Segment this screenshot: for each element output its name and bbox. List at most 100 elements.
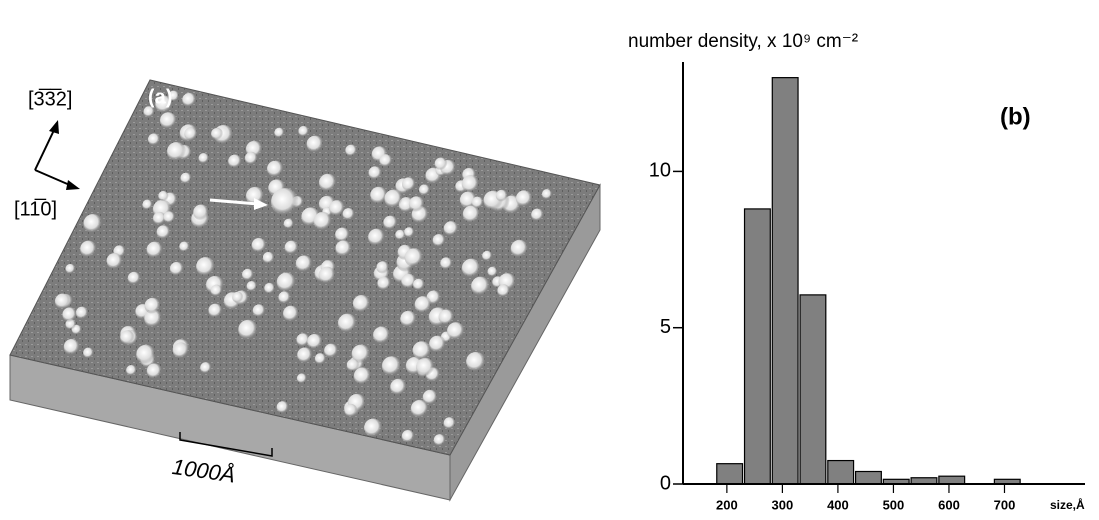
island	[487, 266, 498, 277]
island	[208, 303, 223, 318]
island	[238, 319, 259, 340]
panel-label: (b)	[1000, 103, 1031, 130]
x-tick-label: 500	[883, 497, 905, 512]
island	[443, 221, 459, 237]
island	[395, 229, 406, 241]
island	[196, 257, 216, 277]
island	[377, 276, 392, 291]
island	[296, 333, 310, 347]
x-tick-label: 700	[994, 497, 1016, 512]
island	[432, 233, 446, 247]
island	[461, 175, 480, 193]
island	[438, 309, 455, 326]
island	[198, 153, 210, 164]
island	[169, 261, 184, 276]
y-tick-label: 10	[649, 160, 671, 182]
island	[282, 305, 300, 322]
island	[241, 268, 254, 281]
arrow-head	[66, 180, 80, 190]
island	[246, 280, 258, 292]
stm-image: (a) [3̅3̅2] [11̅0] 1000Å	[9, 79, 601, 502]
island	[210, 284, 223, 297]
island	[497, 284, 511, 298]
island	[541, 188, 553, 200]
island	[383, 215, 398, 230]
x-axis-label: size,Å	[1050, 497, 1085, 512]
scale-bar	[179, 432, 273, 457]
island	[83, 347, 94, 359]
island	[429, 335, 447, 353]
island	[306, 135, 324, 153]
island	[142, 199, 153, 210]
island	[83, 213, 103, 234]
island	[381, 356, 402, 377]
island	[342, 207, 355, 221]
island	[401, 177, 416, 192]
island	[337, 313, 358, 333]
island	[471, 196, 484, 209]
direction-label: [11̅0]	[14, 197, 57, 220]
island	[440, 257, 453, 270]
islands	[54, 90, 553, 447]
island	[466, 351, 486, 372]
island	[307, 333, 323, 350]
island	[136, 344, 156, 365]
island	[434, 157, 448, 171]
island	[179, 241, 190, 253]
island	[344, 403, 358, 418]
island	[266, 160, 284, 178]
island	[232, 291, 244, 304]
bar	[799, 294, 827, 485]
island	[352, 294, 371, 313]
x-tick-label: 600	[938, 497, 960, 512]
island	[297, 347, 313, 364]
island	[158, 190, 169, 202]
island	[278, 291, 291, 304]
island	[324, 343, 339, 358]
island	[296, 373, 308, 384]
island	[376, 261, 390, 274]
island	[351, 344, 371, 364]
island	[62, 307, 78, 323]
island	[251, 237, 267, 253]
island	[368, 228, 386, 246]
island	[482, 250, 493, 262]
island	[147, 133, 161, 146]
y-tick-label: 0	[660, 472, 671, 494]
island	[373, 326, 391, 345]
island	[510, 239, 529, 258]
island	[298, 125, 310, 137]
island	[418, 184, 431, 196]
island	[328, 200, 346, 217]
island	[252, 304, 266, 318]
island	[172, 342, 190, 359]
x-tick-label: 300	[772, 497, 794, 512]
bar	[716, 463, 744, 485]
island	[180, 172, 192, 184]
island	[384, 189, 403, 209]
island	[228, 154, 242, 169]
island	[461, 258, 481, 278]
island	[120, 330, 135, 345]
island	[390, 378, 407, 396]
island	[143, 106, 155, 118]
island	[163, 211, 176, 224]
direction-arrow	[34, 169, 73, 187]
island	[193, 204, 210, 221]
island	[276, 272, 297, 293]
island	[152, 211, 167, 226]
island	[318, 266, 336, 284]
island	[262, 251, 275, 264]
island	[80, 240, 98, 258]
bar	[854, 470, 882, 485]
arrow-head	[49, 120, 59, 134]
island	[443, 417, 456, 430]
island	[168, 90, 180, 102]
island	[159, 112, 177, 130]
island	[462, 205, 481, 224]
island	[144, 297, 161, 314]
bar	[743, 208, 771, 485]
island	[446, 322, 465, 341]
island	[410, 399, 429, 418]
island	[126, 364, 137, 376]
